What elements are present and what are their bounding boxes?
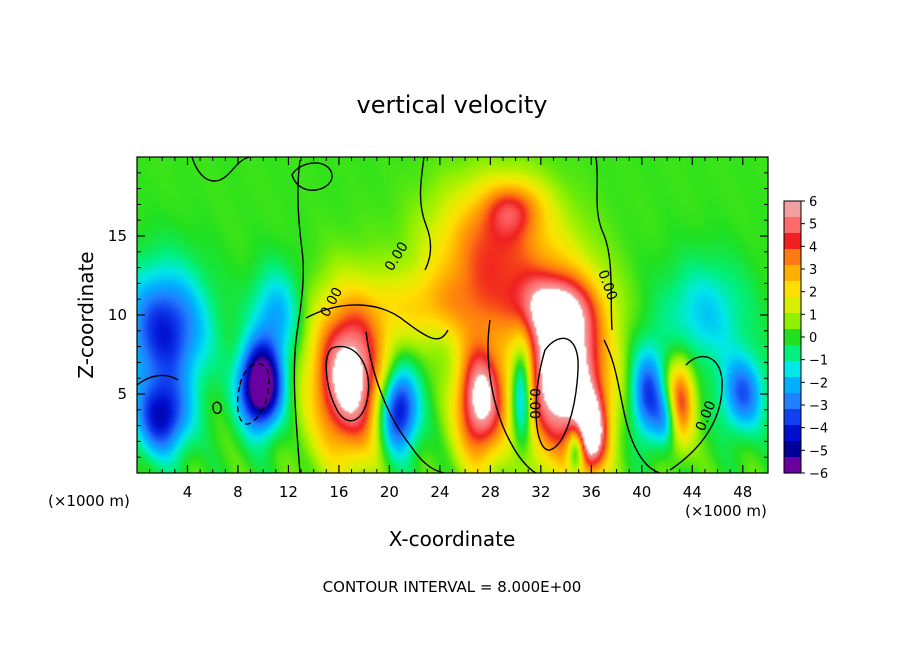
colorbar-swatch (784, 297, 801, 314)
x-tick-label: 32 (531, 483, 550, 501)
colorbar-swatch (784, 233, 801, 250)
x-tick-label: 36 (582, 483, 601, 501)
zero-contours (136, 156, 723, 474)
colorbar-swatch (784, 313, 801, 330)
y-tick-label: 10 (108, 306, 127, 324)
x-tick-label: 40 (632, 483, 651, 501)
x-axis-label: X-coordinate (389, 527, 516, 551)
x-tick-label: 12 (279, 483, 298, 501)
x-tick-label: 8 (233, 483, 243, 501)
y-tick-label: 5 (117, 385, 127, 403)
contour-line (136, 374, 179, 386)
x-unit-label-left: (×1000 m) (48, 492, 130, 510)
contour-line (236, 363, 270, 425)
colorbar-tick-label: 2 (809, 286, 817, 301)
x-tick-label: 48 (733, 483, 752, 501)
contour-line (419, 156, 432, 271)
contour-line (191, 156, 251, 182)
contour-label: 0.00 (526, 388, 542, 419)
contour-line (603, 339, 661, 474)
x-tick-label: 44 (683, 483, 702, 501)
contour-line (487, 319, 537, 474)
x-tick-label: 28 (481, 483, 500, 501)
colorbar: 6 5 4 3 2 1 0 −1 −2 −3 −4 −5 −6 (783, 195, 828, 482)
x-tick-label: 4 (183, 483, 193, 501)
y-axis-label: Z-coordinate (74, 251, 98, 378)
colorbar-tick-label: −2 (809, 376, 828, 391)
colorbar-tick-label: −5 (809, 444, 828, 459)
contour-interval-footer: CONTOUR INTERVAL = 8.000E+00 (323, 578, 582, 596)
contour-line (291, 162, 333, 191)
contour-line (595, 156, 613, 331)
contour-line (535, 337, 579, 451)
colorbar-swatch (784, 377, 801, 394)
colorbar-swatch (784, 393, 801, 410)
colorbar-tick-label: 6 (809, 195, 817, 210)
colorbar-tick-label: 5 (809, 218, 817, 233)
colorbar-swatch (784, 217, 801, 234)
colorbar-swatch (784, 441, 801, 458)
colorbar-swatch (784, 425, 801, 442)
colorbar-swatch (784, 457, 801, 474)
colorbar-tick-label: 1 (809, 308, 817, 323)
x-unit-label-right: (×1000 m) (685, 502, 767, 520)
colorbar-tick-label: 0 (809, 331, 817, 346)
contour-line (669, 355, 723, 471)
contour-line (212, 401, 222, 415)
colorbar-tick-label: 3 (809, 263, 817, 278)
colorbar-swatch (784, 265, 801, 282)
colorbar-swatch (784, 201, 801, 218)
x-axis-ticks: 4 8 12 16 20 24 28 32 36 40 44 48 (149, 157, 756, 501)
x-tick-label: 20 (380, 483, 399, 501)
chart-title: vertical velocity (357, 91, 548, 119)
plot-area: 0.00 0.00 0.00 0.00 0.00 4 8 12 16 20 24 28 32 3… (108, 156, 769, 501)
colorbar-swatch (784, 409, 801, 426)
colorbar-tick-label: −4 (809, 422, 828, 437)
velocity-field (137, 157, 768, 473)
colorbar-swatch (784, 345, 801, 362)
colorbar-swatch (784, 249, 801, 266)
contour-line (305, 304, 449, 340)
colorbar-tick-label: −3 (809, 399, 828, 414)
contour-line (325, 345, 370, 422)
x-tick-label: 16 (329, 483, 348, 501)
contour-line (293, 159, 304, 474)
y-axis-ticks: 5 10 15 (108, 172, 768, 458)
contour-line (365, 331, 445, 474)
colorbar-tick-label: −1 (809, 354, 828, 369)
colorbar-tick-label: 4 (809, 240, 817, 255)
colorbar-swatch (784, 329, 801, 346)
x-tick-label: 24 (430, 483, 449, 501)
colorbar-swatch (784, 361, 801, 378)
colorbar-swatch (784, 281, 801, 298)
colorbar-tick-label: −6 (809, 467, 828, 482)
y-tick-label: 15 (108, 227, 127, 245)
